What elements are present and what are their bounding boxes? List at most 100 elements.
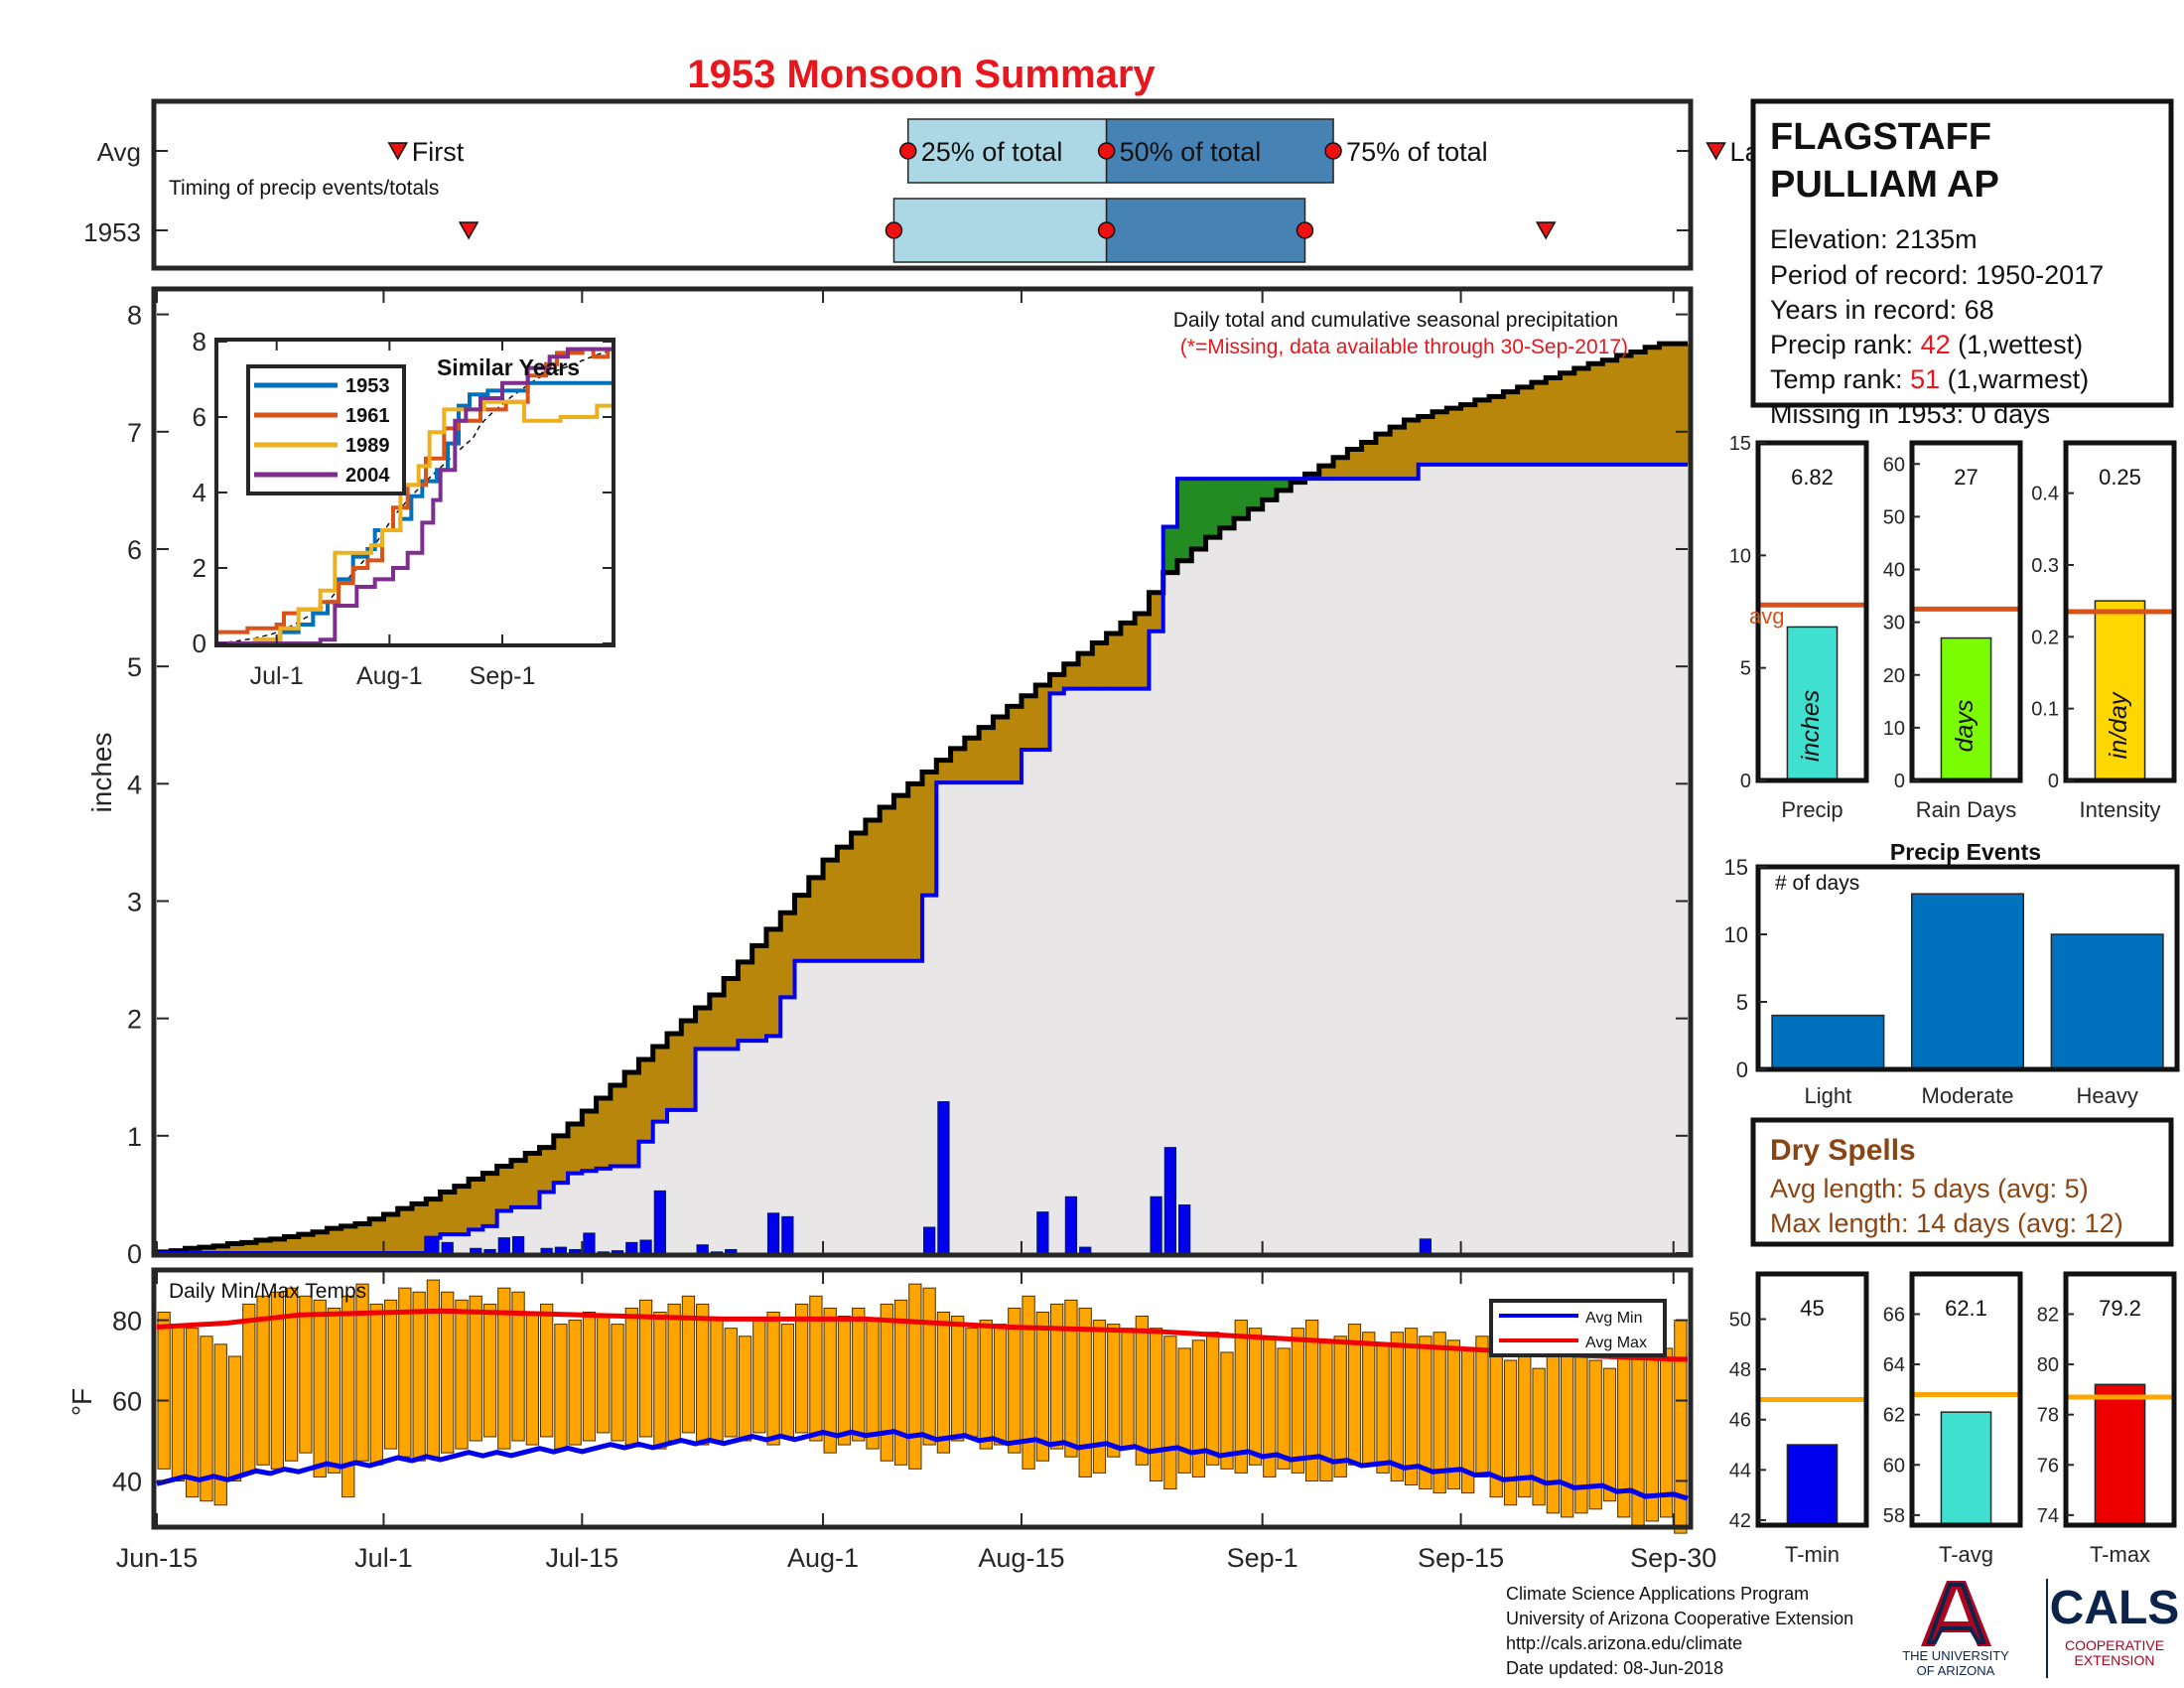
- deficit-fill: [964, 738, 980, 783]
- temp-ytick-label: 60: [112, 1387, 142, 1417]
- deficit-fill: [397, 1208, 413, 1253]
- inset-ytick-label: 6: [193, 402, 206, 432]
- daily-precip-bar: [639, 1239, 652, 1254]
- temp-stat-2-frame: [2063, 1271, 2177, 1528]
- dry-spells-avg: Avg length: 5 days (avg: 5): [1770, 1174, 2089, 1203]
- daily-precip-bar: [470, 1247, 482, 1254]
- daily-precip-bar: [511, 1235, 525, 1254]
- deficit-fill: [1517, 386, 1533, 465]
- timing-year-event-triangle: [458, 221, 479, 240]
- daily-temp-bar: [696, 1303, 710, 1446]
- precip-stat-0-category-label: Precip: [1781, 797, 1843, 822]
- events-ylabel: # of days: [1775, 872, 1859, 895]
- deficit-fill: [1135, 613, 1150, 689]
- daily-temp-bar: [1035, 1311, 1049, 1462]
- deficit-fill: [383, 1214, 399, 1253]
- temp-stat-2-ytick-label: 82: [2037, 1304, 2059, 1326]
- daily-precip-bar: [1036, 1211, 1049, 1254]
- daily-temp-bar: [1277, 1347, 1291, 1470]
- temp-rank-note: (1,warmest): [1940, 364, 2089, 394]
- precip-stat-1-frame: [1909, 440, 2023, 783]
- main-ytick-label: 6: [127, 535, 142, 565]
- deficit-fill: [638, 1059, 654, 1142]
- events-frame: [1755, 864, 2180, 1072]
- timing-avg-event-triangle: [1706, 142, 1726, 161]
- inset-ytick-label: 8: [193, 327, 206, 356]
- date-tick-label: Sep-30: [1630, 1543, 1716, 1573]
- precip-stat-1-ytick-label: 0: [1894, 771, 1905, 792]
- daily-precip-bar: [1079, 1246, 1092, 1254]
- daily-temp-bar: [285, 1287, 299, 1462]
- daily-temp-bar: [780, 1324, 795, 1438]
- temp-stat-0-frame: [1755, 1271, 1869, 1528]
- precip-event-label: Light: [1804, 1083, 1851, 1108]
- deficit-fill: [1659, 344, 1675, 465]
- deficit-fill: [568, 1124, 583, 1174]
- precip-events-marks: Light Moderate Heavy 0 5 10 15: [1724, 855, 2180, 1108]
- legend-avg-max-label: Avg Max: [1585, 1335, 1647, 1351]
- daily-temp-bar: [724, 1328, 738, 1438]
- ua-logo-text2: OF ARIZONA: [1917, 1663, 1995, 1678]
- precip-stat-1-ytick-label: 30: [1883, 613, 1905, 634]
- temp-ylabel: °F: [67, 1388, 97, 1416]
- daily-temp-bar: [837, 1316, 852, 1446]
- daily-temp-bar: [1390, 1332, 1404, 1481]
- precip-stat-1-ytick-label: 10: [1883, 718, 1905, 740]
- daily-temp-bar: [908, 1283, 922, 1470]
- temp-stats-panels: 42 44 46 48 50 45 T-min 58 60 62 64 66 62.1 T-avg 74 76…: [1729, 1271, 2177, 1567]
- precip-stat-0-ytick-label: 0: [1740, 771, 1751, 792]
- deficit-fill: [1489, 396, 1504, 465]
- daily-temp-bar: [568, 1320, 582, 1446]
- deficit-fill: [1361, 442, 1377, 480]
- station-info-frame: [1750, 98, 2174, 408]
- inset-ytick-label: 2: [193, 553, 206, 583]
- deficit-fill: [341, 1225, 356, 1253]
- temp-ytick-label: 80: [112, 1307, 142, 1336]
- deficit-fill: [1063, 663, 1079, 689]
- daily-temp-bar: [866, 1320, 880, 1450]
- year-cumulative-area: [157, 464, 1688, 1253]
- deficit-fill: [313, 1231, 328, 1253]
- daily-temp-bar: [893, 1299, 908, 1466]
- temp-stat-0-ytick-label: 42: [1729, 1510, 1751, 1532]
- daily-temp-bar: [1659, 1347, 1674, 1518]
- deficit-fill: [936, 760, 952, 783]
- station-elevation: Elevation: 2135m: [1770, 224, 1978, 254]
- timing-first-label: First: [412, 137, 465, 167]
- daily-temp-bar: [227, 1355, 242, 1481]
- events-title: Precip Events: [1890, 839, 2041, 865]
- daily-temp-bar: [412, 1291, 426, 1462]
- surplus-fill: [1177, 479, 1192, 561]
- daily-temp-bar: [1376, 1343, 1390, 1474]
- deficit-fill: [823, 860, 838, 961]
- legend-avg-min-label: Avg Min: [1585, 1310, 1643, 1327]
- surplus-fill: [1276, 479, 1292, 491]
- temp-stat-0-ytick-label: 44: [1729, 1460, 1751, 1481]
- daily-temp-bar: [383, 1299, 398, 1450]
- main-ytick-label: 3: [127, 887, 142, 916]
- timing-year-percentile-dot: [1097, 221, 1116, 239]
- daily-precip-bar: [540, 1247, 553, 1254]
- deficit-fill: [681, 1021, 697, 1110]
- daily-temp-bar: [1588, 1359, 1602, 1510]
- daily-temp-bar: [1561, 1339, 1574, 1518]
- daily-temp-bar: [1433, 1332, 1446, 1494]
- timing-avg-percentile-dot: [1097, 142, 1116, 160]
- daily-temp-bar: [1546, 1351, 1560, 1514]
- daily-precip-bar: [696, 1244, 709, 1254]
- temp-stat-1-bar: [1940, 1411, 1992, 1526]
- daily-temp-bar: [1135, 1316, 1149, 1466]
- date-tick-label: Jun-15: [116, 1543, 199, 1573]
- deficit-fill: [1546, 377, 1561, 465]
- temp-stat-2-ytick-label: 78: [2037, 1405, 2059, 1427]
- ua-logo-text1: THE UNIVERSITY: [1902, 1648, 2009, 1663]
- deficit-fill: [213, 1245, 228, 1253]
- precip-events-chart: Precip Events Light Moderate Heavy 0 5 10 15 #…: [1724, 839, 2180, 1108]
- daily-temp-bar: [540, 1303, 554, 1438]
- daily-temp-bar: [993, 1324, 1008, 1446]
- timing-row-year-label: 1953: [83, 217, 141, 247]
- precip-stat-1-bar: [1940, 636, 1992, 781]
- surplus-fill: [1162, 526, 1178, 573]
- precip-stat-2-ytick-label: 0.1: [2031, 699, 2059, 721]
- daily-precip-bar: [781, 1215, 794, 1254]
